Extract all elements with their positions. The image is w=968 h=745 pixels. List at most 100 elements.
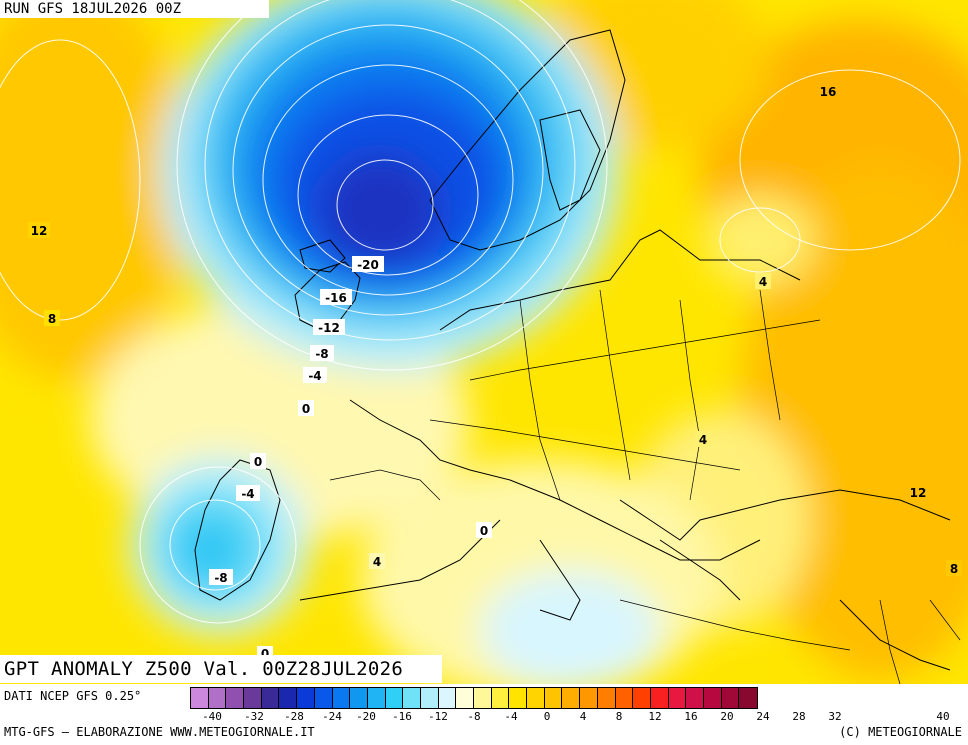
colorbar-swatch	[403, 688, 421, 708]
colorbar-tick-label: -12	[428, 710, 448, 723]
svg-text:4: 4	[759, 275, 767, 289]
contour-label: 0	[250, 453, 266, 469]
svg-text:8: 8	[48, 312, 56, 326]
colorbar-swatch	[544, 688, 563, 708]
anomaly-field	[0, 0, 968, 684]
colorbar-swatch	[739, 688, 757, 708]
contour-label: 4	[755, 273, 771, 289]
colorbar-swatch	[244, 688, 262, 708]
borders	[329, 289, 961, 684]
colorbar-tick-label: 4	[579, 710, 587, 723]
map-title: GPT ANOMALY Z500 Val. 00Z28JUL2026	[0, 655, 442, 683]
svg-text:-16: -16	[325, 291, 347, 305]
colorbar-swatch	[686, 688, 704, 708]
colorbar-swatch	[332, 688, 351, 708]
svg-text:8: 8	[950, 562, 958, 576]
svg-text:16: 16	[820, 85, 837, 99]
svg-text:0: 0	[254, 455, 262, 469]
colorbar-swatch	[367, 688, 386, 708]
colorbar-swatch	[615, 688, 634, 708]
contour-label: -12	[313, 319, 345, 335]
colorbar-swatch	[491, 688, 510, 708]
svg-text:4: 4	[373, 555, 381, 569]
contour-label: 0	[298, 400, 314, 416]
contour-label: 4	[369, 553, 385, 569]
contour-label: 12	[28, 222, 50, 238]
run-label: RUN GFS 18JUL2026 00Z	[0, 0, 269, 18]
colorbar-swatch	[527, 688, 545, 708]
copyright-text: (C) METEOGIORNALE	[839, 725, 962, 739]
contour-label: -4	[236, 485, 260, 501]
colorbar-swatch	[350, 688, 368, 708]
svg-text:12: 12	[910, 486, 927, 500]
svg-text:-4: -4	[308, 369, 321, 383]
contour-label: 4	[695, 431, 711, 447]
colorbar-tick-label: -8	[467, 710, 481, 723]
contour-label: -8	[310, 345, 334, 361]
colorbar-swatch	[438, 688, 457, 708]
contour-label: -4	[303, 367, 327, 383]
data-source: DATI NCEP GFS 0.25°	[4, 689, 142, 703]
colorbar-tick-label: 12	[648, 710, 662, 723]
colorbar-tick-label: 28	[792, 710, 806, 723]
contour-label: 8	[946, 560, 962, 576]
colorbar-swatch	[597, 688, 616, 708]
anomaly-map: 12 8 -20 -16 -12 -8 -4 0 0 -4 -8 0 4 0 1…	[0, 0, 968, 684]
colorbar-swatch	[385, 688, 404, 708]
contour-label: -20	[352, 256, 384, 272]
svg-text:-20: -20	[357, 258, 379, 272]
contour-label: 0	[476, 522, 492, 538]
colorbar-tick-label: 20	[720, 710, 734, 723]
isolines	[0, 0, 961, 624]
contour-label: -16	[320, 289, 352, 305]
colorbar-swatch	[721, 688, 740, 708]
colorbar-tick-label: -40	[202, 710, 222, 723]
colorbar-swatch	[703, 688, 722, 708]
colorbar-tick-label: -16	[392, 710, 412, 723]
svg-text:4: 4	[699, 433, 707, 447]
colorbar	[190, 687, 758, 709]
colorbar-swatch	[633, 688, 651, 708]
svg-text:-8: -8	[315, 347, 328, 361]
contour-label: -8	[209, 569, 233, 585]
svg-text:-4: -4	[241, 487, 254, 501]
svg-text:0: 0	[480, 524, 488, 538]
colorbar-swatch	[668, 688, 687, 708]
colorbar-swatch	[456, 688, 474, 708]
contour-labels: 12 8 -20 -16 -12 -8 -4 0 0 -4 -8 0 4 0 1…	[28, 83, 962, 661]
svg-text:-8: -8	[214, 571, 227, 585]
colorbar-swatch	[314, 688, 333, 708]
colorbar-tick-label: -4	[504, 710, 518, 723]
colorbar-tick-label: 0	[543, 710, 551, 723]
colorbar-tick-label: -20	[356, 710, 376, 723]
colorbar-swatch	[297, 688, 315, 708]
colorbar-tick-label: 8	[615, 710, 623, 723]
contour-label: 16	[816, 83, 840, 99]
colorbar-swatch	[191, 688, 209, 708]
colorbar-swatch	[562, 688, 581, 708]
svg-text:0: 0	[261, 647, 269, 661]
colorbar-tick-label: 40	[936, 710, 950, 723]
colorbar-swatch	[261, 688, 280, 708]
colorbar-swatch	[420, 688, 439, 708]
colorbar-swatch	[580, 688, 598, 708]
contour-label: 8	[44, 310, 60, 326]
colorbar-swatch	[279, 688, 298, 708]
svg-text:0: 0	[302, 402, 310, 416]
colorbar-tick-label: -28	[284, 710, 304, 723]
svg-text:12: 12	[31, 224, 48, 238]
colorbar-tick-label: -24	[322, 710, 342, 723]
colorbar-ticks: -40 -32 -28 -24 -20 -16 -12 -8 -4 0 4 8 12 16 20 24 28 32…	[0, 710, 968, 724]
svg-text:-12: -12	[318, 321, 340, 335]
colorbar-swatch	[474, 688, 492, 708]
contour-label: 12	[906, 484, 930, 500]
colorbar-tick-label: 16	[684, 710, 698, 723]
colorbar-tick-label: 24	[756, 710, 770, 723]
colorbar-swatch	[650, 688, 669, 708]
credit-text: MTG-GFS — ELABORAZIONE WWW.METEOGIORNALE…	[4, 725, 315, 739]
colorbar-swatch	[226, 688, 245, 708]
colorbar-tick-label: 32	[828, 710, 842, 723]
colorbar-swatch	[208, 688, 227, 708]
colorbar-tick-label: -32	[244, 710, 264, 723]
